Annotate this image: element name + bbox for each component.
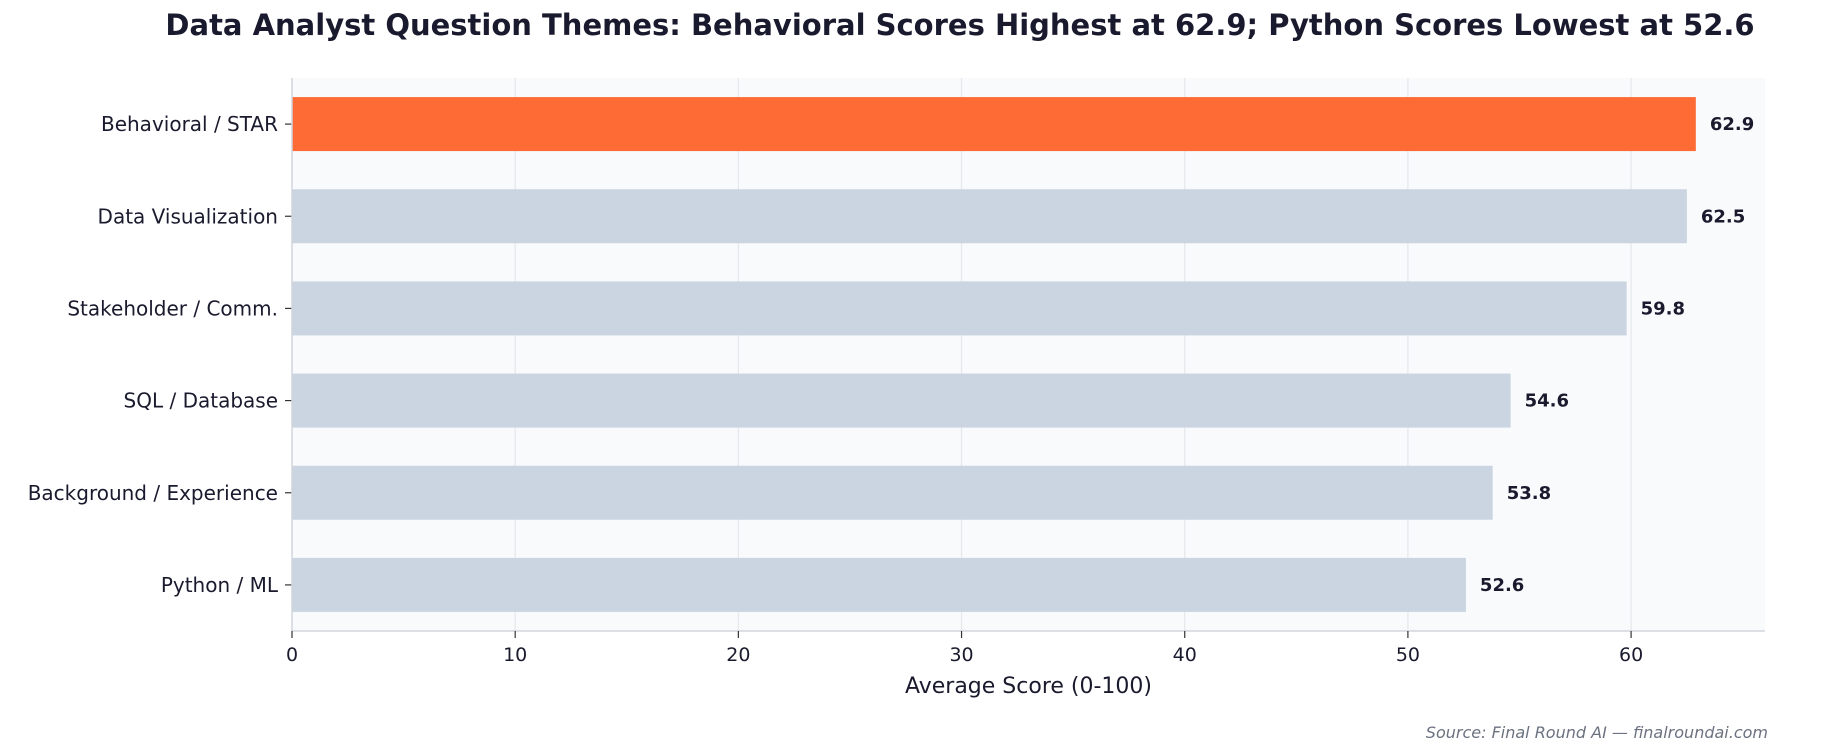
bar-3 (292, 281, 1627, 336)
x-tick-label: 50 (1396, 644, 1420, 666)
category-label: SQL / Database (124, 389, 278, 413)
category-label: Data Visualization (98, 204, 278, 228)
bar-5 (292, 465, 1493, 520)
value-label: 52.6 (1480, 575, 1524, 596)
value-label: 53.8 (1507, 483, 1551, 504)
x-tick-label: 40 (1173, 644, 1197, 666)
x-tick-label: 60 (1619, 644, 1643, 666)
category-label: Behavioral / STAR (101, 112, 278, 136)
value-label: 62.5 (1701, 206, 1745, 227)
value-label: 59.8 (1641, 298, 1685, 319)
bar-4 (292, 373, 1511, 428)
x-tick-label: 0 (286, 644, 298, 666)
category-label: Python / ML (161, 573, 279, 597)
x-tick-label: 10 (503, 644, 527, 666)
bar-2 (292, 189, 1687, 244)
plot-area (292, 78, 1765, 631)
x-tick-label: 20 (726, 644, 750, 666)
source-note: Source: Final Round AI — finalroundai.co… (1425, 723, 1768, 742)
category-label: Background / Experience (28, 481, 278, 505)
category-label: Stakeholder / Comm. (67, 296, 278, 320)
value-label: 54.6 (1525, 391, 1569, 412)
bar-6 (292, 557, 1466, 612)
value-label: 62.9 (1710, 114, 1754, 135)
bar-1 (292, 97, 1696, 152)
x-tick-label: 30 (949, 644, 973, 666)
chart-title: Data Analyst Question Themes: Behavioral… (165, 8, 1755, 42)
x-axis-label: Average Score (0-100) (905, 674, 1152, 699)
